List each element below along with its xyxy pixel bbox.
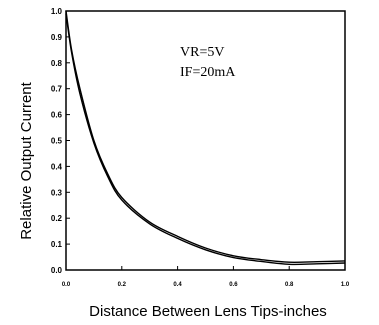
y-tick-label: 0.4 <box>51 162 63 171</box>
y-tick-label: 0.2 <box>51 214 63 223</box>
x-tick-label: 0.6 <box>229 282 238 288</box>
y-tick-label: 0.9 <box>51 33 63 42</box>
y-tick-label: 0.3 <box>51 188 63 197</box>
series-line-0 <box>65 10 346 264</box>
x-tick-label: 1.0 <box>341 282 350 288</box>
y-tick-label: 0.0 <box>51 266 63 275</box>
y-tick-label: 0.7 <box>51 85 63 94</box>
x-tick-label: 0.2 <box>118 282 127 288</box>
annotation-vr: VR=5V <box>180 45 224 60</box>
annotation-if: IF=20mA <box>180 65 236 80</box>
x-axis-label: Distance Between Lens Tips-inches <box>89 303 327 320</box>
series-group <box>65 10 346 266</box>
y-tick-label: 0.5 <box>51 137 63 146</box>
series-line-1 <box>65 13 346 266</box>
x-tick-label: 0.0 <box>62 282 71 288</box>
y-tick-label: 0.1 <box>51 240 63 249</box>
y-tick-label: 1.0 <box>51 7 63 16</box>
y-ticks: 0.0 0.1 0.2 0.3 0.4 0.5 0.6 0.7 0.8 0.9 1.0 <box>51 7 70 275</box>
y-tick-label: 0.8 <box>51 59 63 68</box>
x-ticks: 0.0 0.2 0.4 0.6 0.8 1.0 <box>62 266 350 288</box>
x-tick-label: 0.4 <box>173 282 182 288</box>
y-tick-label: 0.6 <box>51 111 63 120</box>
x-tick-label: 0.8 <box>285 282 294 288</box>
y-axis-label: Relative Output Current <box>18 81 35 239</box>
